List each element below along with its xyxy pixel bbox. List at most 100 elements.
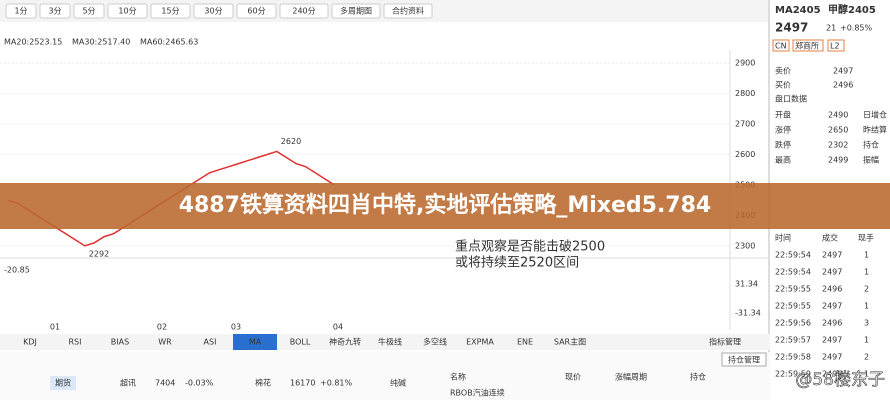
tab-label[interactable]: 多周期图 [340, 6, 372, 16]
tab-label[interactable]: 30分 [204, 7, 222, 16]
y-tick-label: 2900 [735, 59, 755, 68]
trade-volume: 1 [864, 370, 869, 379]
indicator-tab[interactable]: 神奇九转 [329, 337, 361, 347]
quote-change: 21 [826, 24, 836, 33]
bottom-panel [0, 352, 770, 400]
table-row: RBOB汽油连续 [450, 388, 505, 398]
trade-volume: 2 [864, 285, 869, 294]
stat-value: 2302 [828, 141, 848, 150]
annotation: 重点观察是否能击破2500 [455, 239, 605, 255]
tab-button[interactable] [73, 3, 105, 19]
trade-volume: 2 [864, 353, 869, 362]
tab-button[interactable] [150, 3, 191, 19]
tag-label: CN [775, 42, 787, 51]
indicator-tab[interactable]: 牛极线 [378, 337, 402, 347]
trade-volume: 3 [864, 319, 869, 328]
indicator-tab[interactable]: MA [249, 338, 262, 347]
low-label: 2292 [89, 249, 109, 258]
tab-label[interactable]: 5分 [82, 7, 95, 16]
buy-price: 2496 [833, 81, 853, 90]
indicator-tab[interactable]: WR [158, 338, 172, 347]
trade-time: 22:59:57 [775, 336, 811, 345]
indicator-tab[interactable]: EXPMA [466, 338, 494, 347]
tab-label[interactable]: 合约资料 [392, 6, 424, 16]
tab-button[interactable] [5, 3, 37, 19]
trade-volume: 1 [864, 268, 869, 277]
ticker-pct: +0.81% [320, 379, 353, 388]
stat-label: 最高 [775, 155, 791, 165]
ma-legend: MA20:2523.15 [4, 38, 62, 47]
trade-price: 2496 [822, 285, 842, 294]
tab-label[interactable]: 240分 [292, 7, 315, 16]
stat-value: 2650 [828, 126, 848, 135]
indicator-tab[interactable]: BIAS [111, 338, 129, 347]
trade-header: 成交 [822, 233, 838, 243]
tab-label[interactable]: 10分 [118, 7, 136, 16]
y-tick-label: 2300 [735, 241, 755, 250]
tab-button[interactable] [39, 3, 71, 19]
trade-volume: 1 [864, 336, 869, 345]
indicator-bar [0, 334, 770, 350]
bottom-tab[interactable]: 期货 [55, 378, 71, 388]
trade-volume: 1 [864, 302, 869, 311]
y-tick-label: 2600 [735, 150, 755, 159]
x-tick-label: 03 [231, 323, 241, 332]
indicator-tab[interactable]: RSI [69, 338, 82, 347]
stat-label: 开盘 [775, 110, 791, 120]
tab-active[interactable] [50, 376, 76, 390]
button-label[interactable]: 持仓管理 [728, 355, 760, 365]
tab-label[interactable]: 1分 [14, 7, 27, 16]
sub-label: -20.85 [4, 266, 30, 275]
tab-button[interactable] [236, 3, 277, 19]
trade-price: 2497 [822, 251, 842, 260]
tab-button[interactable] [193, 3, 234, 19]
stat-value: 2499 [828, 156, 848, 165]
banner-text: 4887铁算资料四肖中特,实地评估策略_Mixed5.784 [179, 192, 711, 218]
indicator-tab[interactable]: ASI [204, 338, 217, 347]
trade-header: 时间 [775, 233, 791, 243]
ticker-price: 16170 [290, 379, 315, 388]
stat-label: 日增仓 [863, 110, 887, 120]
tab-label[interactable]: 3分 [48, 7, 61, 16]
tag-label: 郑商所 [795, 41, 819, 51]
tab-button[interactable] [331, 3, 381, 19]
indicator-tab[interactable]: SAR主图 [554, 337, 586, 347]
trade-price: 2497 [822, 353, 842, 362]
stat-label: 持仓 [863, 140, 879, 150]
ticker-price: 7404 [155, 379, 175, 388]
stat-label: 昨结算 [863, 125, 887, 135]
trade-price: 2497 [822, 268, 842, 277]
trade-price: 2497 [822, 302, 842, 311]
tag [827, 39, 845, 52]
trade-time: 22:59:54 [775, 251, 811, 260]
button[interactable] [721, 352, 767, 367]
indicator-tab[interactable]: 多空线 [423, 337, 447, 347]
stat-value: 2490 [828, 111, 848, 120]
indicator-active [233, 334, 277, 350]
y-tick-label: 2700 [735, 120, 755, 129]
trade-time: 22:59:55 [775, 302, 811, 311]
tab-label[interactable]: 15分 [161, 7, 179, 16]
tag [792, 39, 824, 52]
tab-button[interactable] [279, 3, 329, 19]
indicator-tab[interactable]: ENE [517, 338, 533, 347]
x-tick-label: 04 [333, 323, 343, 332]
indicator-tab[interactable]: BOLL [290, 338, 311, 347]
sell-price: 2497 [833, 67, 853, 76]
tab-label[interactable]: 60分 [247, 7, 265, 16]
indicator-tab[interactable]: KDJ [23, 338, 37, 347]
stat-label: 振幅 [863, 155, 879, 165]
trade-price: 2496 [822, 370, 842, 379]
tag [772, 39, 790, 52]
ticker-pct: -0.03% [185, 379, 214, 388]
trade-volume: 1 [864, 251, 869, 260]
tab-button[interactable] [107, 3, 148, 19]
buy-label: 买价 [775, 81, 791, 90]
stat-label: 涨停 [775, 125, 791, 135]
x-tick-label: 01 [50, 323, 60, 332]
indicator-tab[interactable]: 指标管理 [709, 337, 741, 347]
tab-button[interactable] [383, 3, 433, 19]
tag-label: L2 [830, 42, 840, 51]
